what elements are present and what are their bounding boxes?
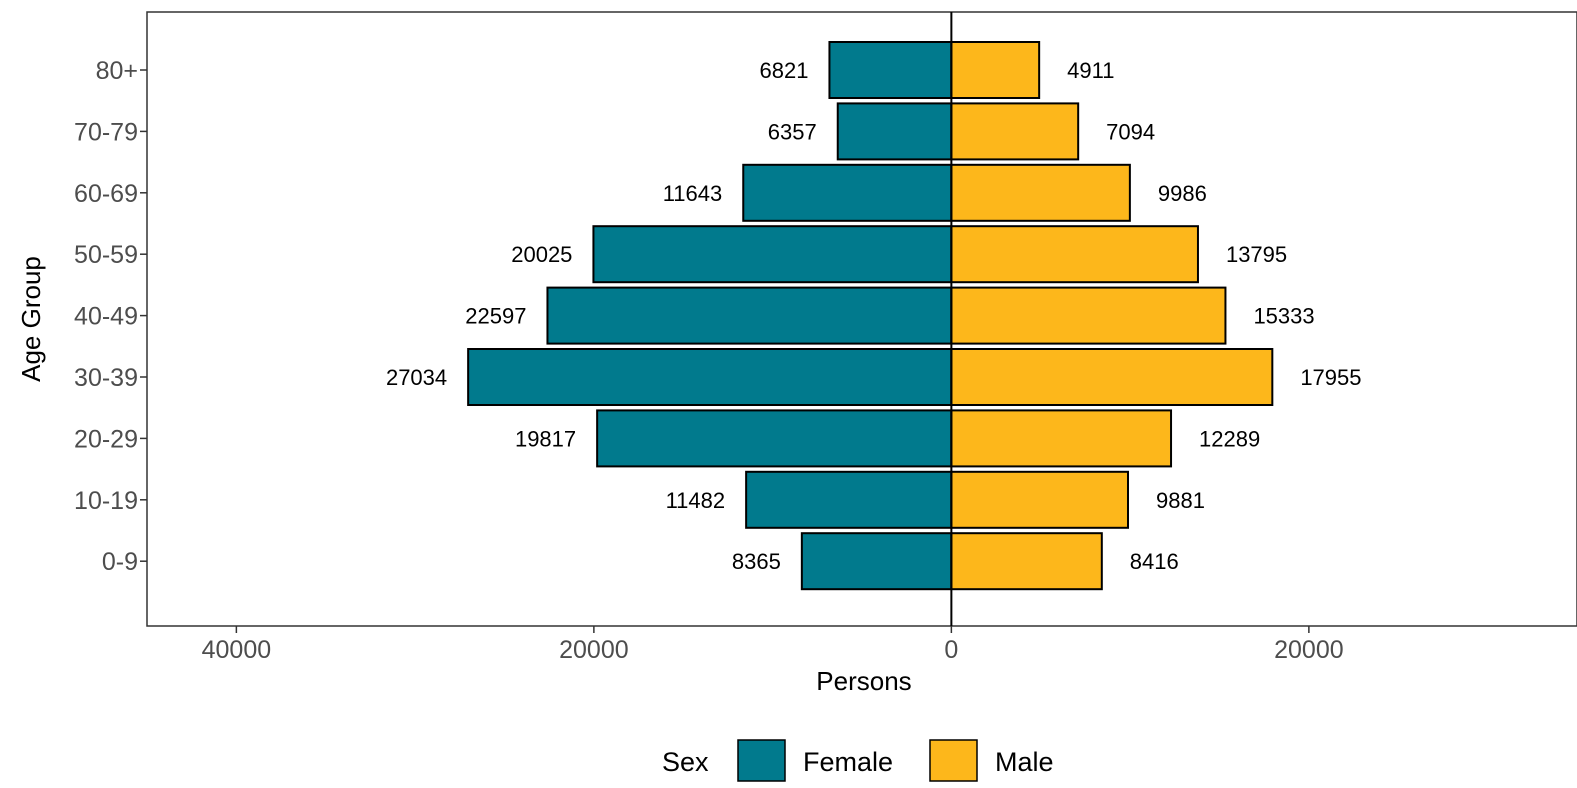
x-tick-label-1: 20000 bbox=[559, 636, 629, 664]
y-tick-label-80plus: 80+ bbox=[96, 57, 138, 85]
bar-female-50-59 bbox=[592, 225, 953, 284]
bar-male-80plus bbox=[950, 41, 1041, 99]
bar-female-70-79 bbox=[836, 102, 953, 161]
data-label-female-30-39: 27034 bbox=[386, 365, 447, 390]
data-label-female-20-29: 19817 bbox=[515, 426, 576, 451]
legend: Sex Female Male bbox=[662, 739, 1054, 782]
bar-male-70-79 bbox=[950, 102, 1080, 161]
legend-title: Sex bbox=[662, 747, 709, 777]
bar-female-20-29 bbox=[596, 409, 953, 468]
data-label-male-30-39: 17955 bbox=[1300, 365, 1361, 390]
data-label-female-0-9: 8365 bbox=[732, 549, 781, 574]
axes-layer: 0-9 10-19 20-29 30-39 40-49 50-59 60-69 70-79 80… bbox=[74, 11, 1577, 664]
data-label-female-10-19: 11482 bbox=[666, 488, 726, 513]
y-tick-label-10-19: 10-19 bbox=[74, 487, 138, 515]
y-tick-label-40-49: 40-49 bbox=[74, 303, 138, 331]
bars-layer bbox=[467, 41, 1274, 591]
y-tick-label-60-69: 60-69 bbox=[74, 180, 138, 208]
data-label-male-70-79: 7094 bbox=[1106, 119, 1155, 144]
bar-male-40-49 bbox=[950, 286, 1227, 345]
x-tick-label-0: 40000 bbox=[202, 636, 272, 664]
data-labels-layer: 8365 11482 19817 27034 22597 20025 11643 6357 68… bbox=[386, 58, 1362, 574]
bar-male-10-19 bbox=[950, 470, 1129, 529]
x-tick-label-3: 20000 bbox=[1274, 636, 1344, 664]
bar-male-0-9 bbox=[950, 532, 1103, 591]
legend-label-male: Male bbox=[995, 747, 1054, 777]
x-axis-title: Persons bbox=[816, 666, 911, 696]
bar-female-0-9 bbox=[800, 532, 953, 591]
x-tick-label-2: 0 bbox=[944, 636, 958, 664]
data-label-male-40-49: 15333 bbox=[1253, 304, 1314, 329]
y-tick-label-70-79: 70-79 bbox=[74, 118, 138, 146]
data-label-male-50-59: 13795 bbox=[1226, 242, 1287, 267]
bar-female-40-49 bbox=[546, 286, 953, 345]
data-label-female-70-79: 6357 bbox=[768, 119, 817, 144]
bar-female-30-39 bbox=[467, 348, 953, 406]
y-tick-label-30-39: 30-39 bbox=[74, 364, 138, 392]
data-label-male-0-9: 8416 bbox=[1130, 549, 1179, 574]
bar-male-30-39 bbox=[950, 348, 1274, 406]
legend-label-female: Female bbox=[803, 747, 893, 777]
bar-male-50-59 bbox=[950, 225, 1199, 284]
data-label-male-60-69: 9986 bbox=[1158, 181, 1207, 206]
data-label-male-20-29: 12289 bbox=[1199, 426, 1260, 451]
y-tick-label-50-59: 50-59 bbox=[74, 241, 138, 269]
data-label-male-80plus: 4911 bbox=[1067, 58, 1114, 83]
data-label-female-40-49: 22597 bbox=[465, 304, 526, 329]
data-label-male-10-19: 9881 bbox=[1156, 488, 1205, 513]
bar-male-20-29 bbox=[950, 409, 1173, 468]
bar-female-80plus bbox=[828, 41, 953, 99]
bar-male-60-69 bbox=[950, 163, 1131, 222]
bar-female-60-69 bbox=[742, 163, 953, 222]
bar-female-10-19 bbox=[745, 470, 953, 529]
legend-key-female bbox=[737, 739, 786, 782]
data-label-female-80plus: 6821 bbox=[759, 58, 808, 83]
y-axis-title: Age Group bbox=[16, 256, 46, 382]
plot-panel-border bbox=[146, 11, 1577, 627]
y-tick-label-0-9: 0-9 bbox=[102, 548, 138, 576]
data-label-female-60-69: 11643 bbox=[663, 181, 723, 206]
y-tick-label-20-29: 20-29 bbox=[74, 425, 138, 453]
legend-key-male bbox=[929, 739, 978, 782]
data-label-female-50-59: 20025 bbox=[511, 242, 572, 267]
